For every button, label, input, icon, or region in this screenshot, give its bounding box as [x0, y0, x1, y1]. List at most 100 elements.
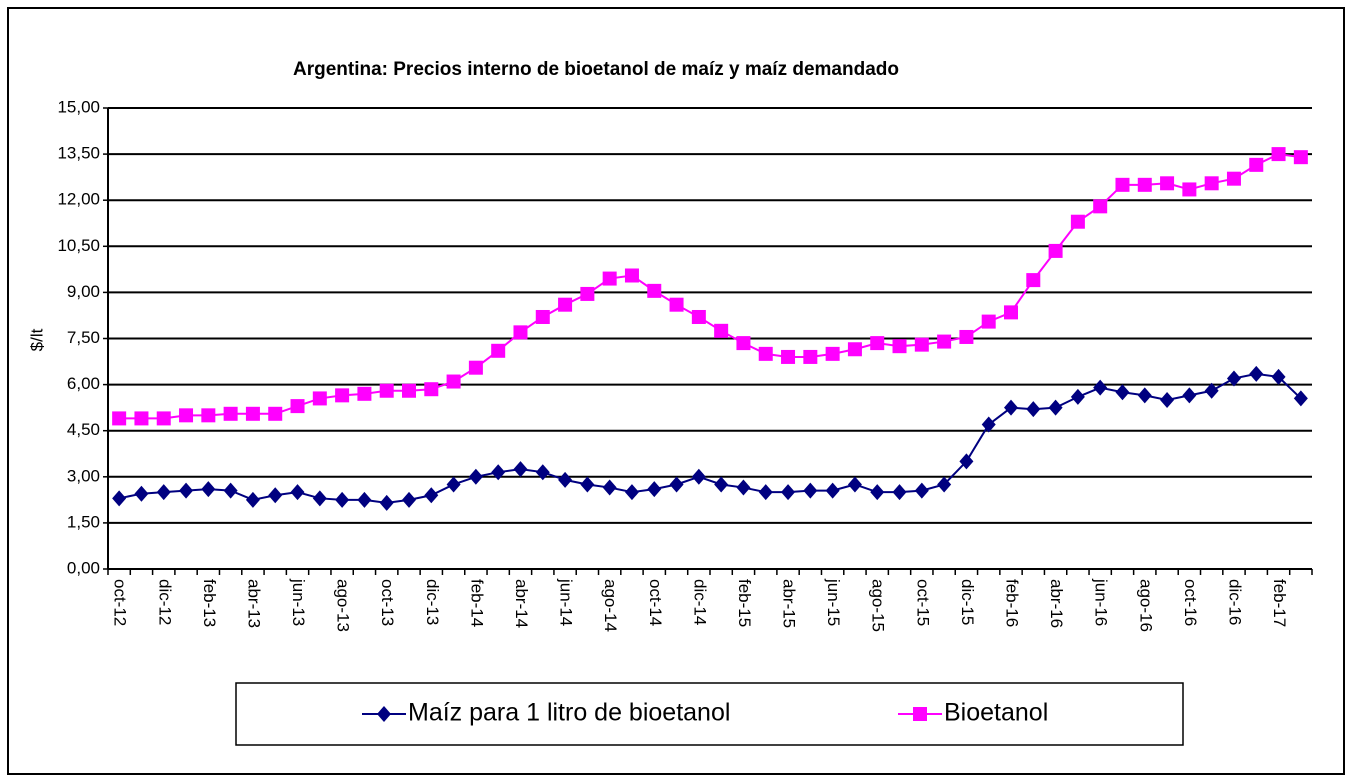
marker — [134, 485, 149, 502]
marker — [335, 491, 350, 508]
marker — [624, 268, 639, 283]
marker — [803, 482, 818, 499]
marker — [847, 476, 862, 493]
y-tick-label: 13,50 — [57, 144, 100, 163]
marker — [736, 336, 751, 351]
marker — [223, 482, 238, 499]
marker — [156, 411, 171, 426]
y-tick-label: 6,00 — [67, 374, 100, 393]
y-tick-label: 10,50 — [57, 236, 100, 255]
marker — [1293, 150, 1308, 165]
chart-title: Argentina: Precios interno de bioetanol … — [293, 59, 899, 80]
marker — [981, 416, 996, 433]
marker — [535, 309, 550, 324]
marker — [1226, 171, 1241, 186]
x-tick-label: ago-15 — [869, 579, 888, 632]
marker — [913, 707, 927, 721]
marker — [1293, 390, 1308, 407]
y-axis-label: $/lt — [27, 328, 46, 351]
marker — [402, 383, 416, 398]
marker — [245, 491, 260, 508]
x-tick-label: abr-13 — [244, 579, 263, 628]
marker — [781, 484, 796, 501]
marker — [357, 491, 372, 508]
marker — [1026, 273, 1041, 288]
x-tick-label: jun-15 — [824, 578, 843, 626]
x-tick-label: feb-17 — [1270, 579, 1289, 627]
marker — [535, 464, 550, 481]
marker — [201, 481, 216, 498]
marker — [179, 408, 194, 423]
x-tick-label: feb-13 — [200, 579, 219, 627]
marker — [870, 336, 885, 351]
x-tick-label: dic-15 — [958, 579, 977, 625]
marker — [201, 408, 216, 423]
marker — [424, 382, 439, 397]
marker — [1160, 391, 1175, 408]
x-tick-label: jun-13 — [289, 578, 308, 626]
marker — [1048, 399, 1063, 416]
marker — [179, 482, 194, 499]
y-tick-label: 12,00 — [57, 190, 100, 209]
marker — [290, 399, 305, 414]
marker — [825, 482, 840, 499]
marker — [290, 484, 305, 501]
marker — [691, 468, 706, 485]
marker — [468, 468, 483, 485]
marker — [1204, 176, 1219, 191]
marker — [335, 388, 350, 403]
x-tick-label: ago-14 — [601, 579, 620, 632]
marker — [223, 406, 238, 421]
x-tick-label: ago-13 — [334, 579, 353, 632]
x-tick-label: oct-12 — [111, 579, 130, 626]
marker — [580, 476, 595, 493]
marker — [1182, 387, 1197, 404]
marker — [134, 411, 149, 426]
marker — [959, 453, 974, 470]
y-tick-label: 7,50 — [67, 328, 100, 347]
marker — [959, 329, 974, 344]
marker — [379, 494, 394, 511]
marker — [914, 337, 929, 352]
marker — [736, 479, 751, 496]
marker — [669, 297, 684, 312]
marker — [1115, 177, 1130, 192]
x-tick-label: jun-14 — [557, 578, 576, 626]
marker — [892, 484, 907, 501]
y-tick-label: 9,00 — [67, 282, 100, 301]
legend-label: Maíz para 1 litro de bioetanol — [408, 699, 730, 727]
x-tick-label: ago-16 — [1136, 579, 1155, 632]
marker — [647, 481, 662, 498]
x-tick-label: oct-14 — [646, 579, 665, 626]
marker — [1249, 157, 1264, 172]
y-tick-label: 1,50 — [67, 512, 100, 531]
marker — [446, 476, 461, 493]
marker — [1026, 401, 1041, 418]
marker — [781, 349, 796, 364]
x-tick-label: abr-16 — [1047, 579, 1066, 628]
x-tick-label: jun-16 — [1092, 578, 1111, 626]
marker — [558, 471, 573, 488]
marker — [981, 314, 996, 329]
marker — [1115, 384, 1130, 401]
marker — [468, 360, 483, 375]
marker — [1204, 382, 1219, 399]
marker — [1271, 147, 1286, 162]
marker — [602, 271, 617, 286]
marker — [803, 349, 818, 364]
marker — [312, 391, 327, 406]
x-tick-label: dic-13 — [423, 579, 442, 625]
marker — [513, 461, 528, 478]
marker — [377, 706, 391, 722]
marker — [491, 464, 506, 481]
marker — [1226, 370, 1241, 387]
x-tick-label: oct-15 — [913, 579, 932, 626]
marker — [446, 374, 461, 389]
marker — [245, 406, 260, 421]
marker — [1137, 177, 1152, 192]
marker — [758, 484, 773, 501]
marker — [647, 283, 662, 298]
marker — [1004, 399, 1018, 416]
x-tick-label: feb-16 — [1003, 579, 1022, 627]
y-tick-label: 3,00 — [67, 466, 100, 485]
